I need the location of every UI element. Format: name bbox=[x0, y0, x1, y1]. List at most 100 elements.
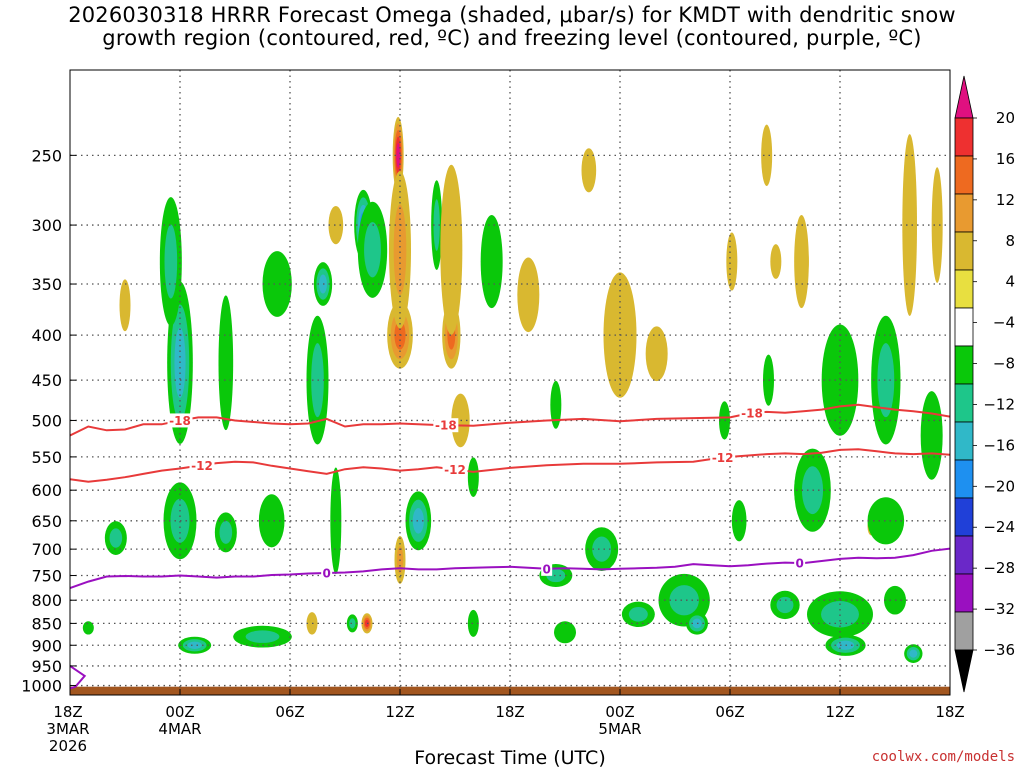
omega-level-neg-4 bbox=[330, 467, 342, 575]
omega-cell bbox=[726, 232, 738, 291]
contour-line-freezing-level-sfc bbox=[70, 665, 87, 690]
omega-level-pos-4 bbox=[794, 214, 809, 309]
omega-level-pos-4 bbox=[119, 279, 131, 332]
omega-cell bbox=[330, 467, 342, 575]
omega-cell bbox=[761, 124, 773, 187]
omega-level-neg-8 bbox=[669, 585, 699, 616]
omega-cell bbox=[554, 621, 576, 644]
omega-cell bbox=[431, 180, 443, 270]
contour-label-freezing-level: 0 bbox=[322, 566, 330, 580]
colorbar-label: −32 bbox=[983, 600, 1015, 618]
omega-level-neg-8 bbox=[776, 596, 794, 614]
contour-label-dgz-bottom: -12 bbox=[191, 459, 213, 473]
x-tick-label-24h-line1: 18Z bbox=[495, 703, 524, 721]
omega-cell bbox=[218, 295, 234, 431]
omega-level-pos-4 bbox=[440, 164, 463, 335]
omega-level-neg-4 bbox=[258, 494, 285, 548]
omega-cell bbox=[621, 601, 655, 627]
y-tick-label-900: 900 bbox=[31, 636, 62, 655]
y-tick-label-450: 450 bbox=[31, 371, 62, 390]
omega-level-neg-4 bbox=[867, 497, 905, 545]
x-tick-label-48h-line1: 18Z bbox=[935, 703, 964, 721]
omega-cell bbox=[104, 521, 127, 555]
y-tick-label-950: 950 bbox=[31, 657, 62, 676]
y-tick-label-1000: 1000 bbox=[21, 677, 62, 696]
omega-level-neg-12 bbox=[909, 649, 918, 658]
colorbar-label: −8 bbox=[993, 355, 1015, 373]
omega-level-pos-4 bbox=[770, 244, 782, 279]
colorbar-segment bbox=[954, 193, 974, 233]
y-tick-label-750: 750 bbox=[31, 567, 62, 586]
omega-level-neg-12 bbox=[412, 508, 424, 534]
y-tick-label-650: 650 bbox=[31, 512, 62, 531]
omega-level-neg-8 bbox=[877, 343, 895, 418]
omega-cell bbox=[731, 500, 747, 542]
omega-cell bbox=[389, 170, 411, 329]
contour-dgz-bottom: -12 -12 -12 bbox=[70, 448, 950, 483]
colorbar-label: 12 bbox=[996, 191, 1015, 209]
omega-level-neg-8 bbox=[245, 630, 280, 643]
omega-cell bbox=[346, 614, 358, 633]
omega-level-neg-4 bbox=[218, 295, 234, 431]
contour-dgz-top: -18 -18 -18 bbox=[70, 403, 950, 437]
grid-lines bbox=[70, 70, 951, 695]
colorbar-label: −24 bbox=[983, 518, 1015, 536]
y-tick-label-700: 700 bbox=[31, 540, 62, 559]
colorbar-segment bbox=[954, 459, 974, 499]
omega-level-neg-8 bbox=[821, 601, 859, 628]
colorbar-label: −28 bbox=[983, 559, 1015, 577]
y-tick-label-350: 350 bbox=[31, 275, 62, 294]
x-tick-label-30h-line2: 5MAR bbox=[598, 720, 641, 738]
omega-level-neg-4 bbox=[550, 380, 562, 429]
contour-label-bg bbox=[794, 555, 806, 570]
omega-cell bbox=[82, 621, 94, 635]
omega-cell bbox=[119, 279, 131, 332]
omega-cell bbox=[357, 201, 388, 298]
contour-label-bg bbox=[433, 418, 459, 433]
omega-level-neg-8 bbox=[433, 199, 440, 251]
y-tick-label-500: 500 bbox=[31, 411, 62, 430]
x-tick-label-30h-line1: 00Z bbox=[605, 703, 634, 721]
x-tick-label-36h-line1: 06Z bbox=[715, 703, 744, 721]
colorbar-label: −20 bbox=[983, 477, 1015, 495]
chart-title-line-2: growth region (contoured, red, ºC) and f… bbox=[102, 26, 922, 50]
omega-level-neg-4 bbox=[262, 251, 292, 317]
omega-cell bbox=[440, 164, 463, 335]
colorbar-label: −12 bbox=[983, 395, 1015, 413]
contour-label-dgz-top: -18 bbox=[435, 419, 457, 433]
colorbar-top-triangle bbox=[954, 75, 974, 119]
colorbar-label: −16 bbox=[983, 436, 1015, 454]
omega-level-neg-8 bbox=[219, 520, 233, 544]
omega-cell bbox=[328, 205, 344, 245]
colorbar-segment bbox=[954, 345, 974, 385]
contour-label-bg bbox=[167, 413, 193, 428]
omega-level-pos-8 bbox=[393, 204, 407, 296]
colorbar-segment bbox=[954, 573, 974, 613]
omega-cell bbox=[233, 625, 292, 648]
omega-level-neg-4 bbox=[480, 214, 503, 309]
colorbar-segment bbox=[954, 269, 974, 309]
contour-label-dgz-bottom: -12 bbox=[712, 451, 734, 465]
colorbar-segment bbox=[954, 231, 974, 271]
omega-cell bbox=[770, 244, 782, 279]
y-tick-label-250: 250 bbox=[31, 146, 62, 165]
omega-level-pos-4 bbox=[581, 148, 597, 193]
contour-label-dgz-top: -18 bbox=[741, 407, 763, 421]
x-tick-label-0h-line2: 3MAR bbox=[46, 720, 89, 738]
y-axis: 250 300 350 400 450 500 550 600 650 700 750 800 850 9… bbox=[21, 146, 76, 696]
omega-level-neg-4 bbox=[82, 621, 94, 635]
omega-cell bbox=[794, 214, 809, 309]
colorbar-segment bbox=[954, 155, 974, 195]
contour-freezing-level-sfc bbox=[70, 665, 87, 690]
omega-level-neg-4 bbox=[920, 391, 943, 480]
chart-title: 2026030318 HRRR Forecast Omega (shaded, … bbox=[0, 4, 1024, 50]
x-tick-label-42h-line1: 12Z bbox=[825, 703, 854, 721]
omega-level-pos-4 bbox=[761, 124, 773, 187]
y-tick-label-800: 800 bbox=[31, 591, 62, 610]
colorbar-segment bbox=[954, 421, 974, 461]
y-tick-label-600: 600 bbox=[31, 481, 62, 500]
x-tick-label-0h-line1: 18Z bbox=[53, 703, 82, 721]
omega-cell bbox=[480, 214, 503, 309]
